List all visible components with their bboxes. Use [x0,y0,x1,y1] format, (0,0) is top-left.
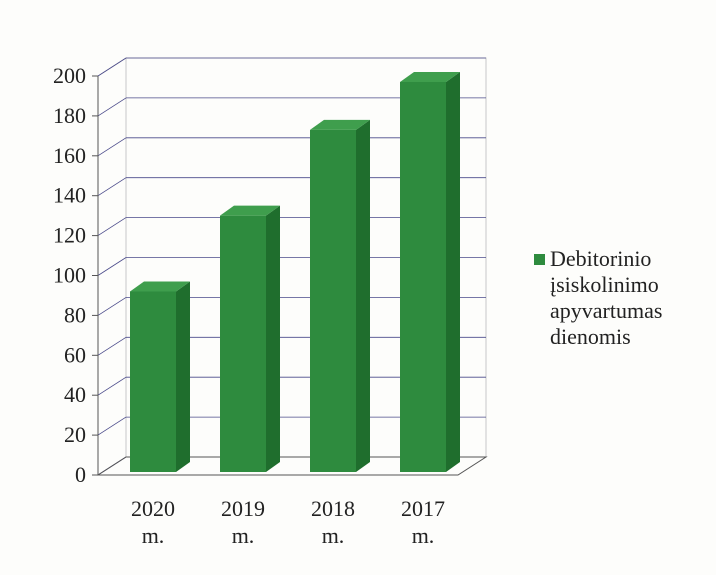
y-tick-label: 120 [53,223,86,248]
bar [220,215,266,472]
gridline-depth [97,416,127,436]
x-tick-label: 2020 m. [131,496,175,548]
gridline-depth [97,336,127,356]
gridline-depth [97,257,127,276]
floor [96,456,488,476]
y-tick-label: 60 [64,342,86,367]
bar-top [220,205,280,216]
y-tick-label: 160 [53,143,86,168]
bar-side [446,71,460,473]
gridline-depth [97,217,127,236]
legend-label: Debitorinio įsiskolinimo apyvartumas die… [550,246,663,349]
gridline-depth [97,177,127,197]
y-tick-label: 100 [53,263,86,288]
legend: Debitorinio įsiskolinimo apyvartumas die… [534,246,704,350]
x-tick-label: 2017 m. [401,496,445,548]
y-tick-label: 20 [64,422,86,447]
bar-top [310,119,370,130]
gridline-depth [97,137,127,157]
gridline-depth [97,297,127,316]
bar-side [266,205,280,472]
bar [310,129,356,473]
y-tick-label: 180 [53,103,86,128]
gridline-depth [97,97,127,117]
x-tick-label: 2018 m. [311,496,355,548]
y-tick-label: 0 [75,462,86,487]
gridline-depth [97,376,127,396]
bar [130,291,176,472]
bar-top [400,71,460,82]
x-tick-label: 2019 m. [221,496,265,548]
bar-top [130,281,190,292]
legend-swatch [534,254,545,265]
y-tick-label: 200 [53,63,86,88]
y-tick-label: 80 [64,302,86,327]
bar-side [176,281,190,472]
bar-side [356,119,370,473]
bar [400,81,446,473]
y-tick-label: 140 [53,183,86,208]
gridline-depth [97,57,127,77]
y-tick-label: 40 [64,382,86,407]
